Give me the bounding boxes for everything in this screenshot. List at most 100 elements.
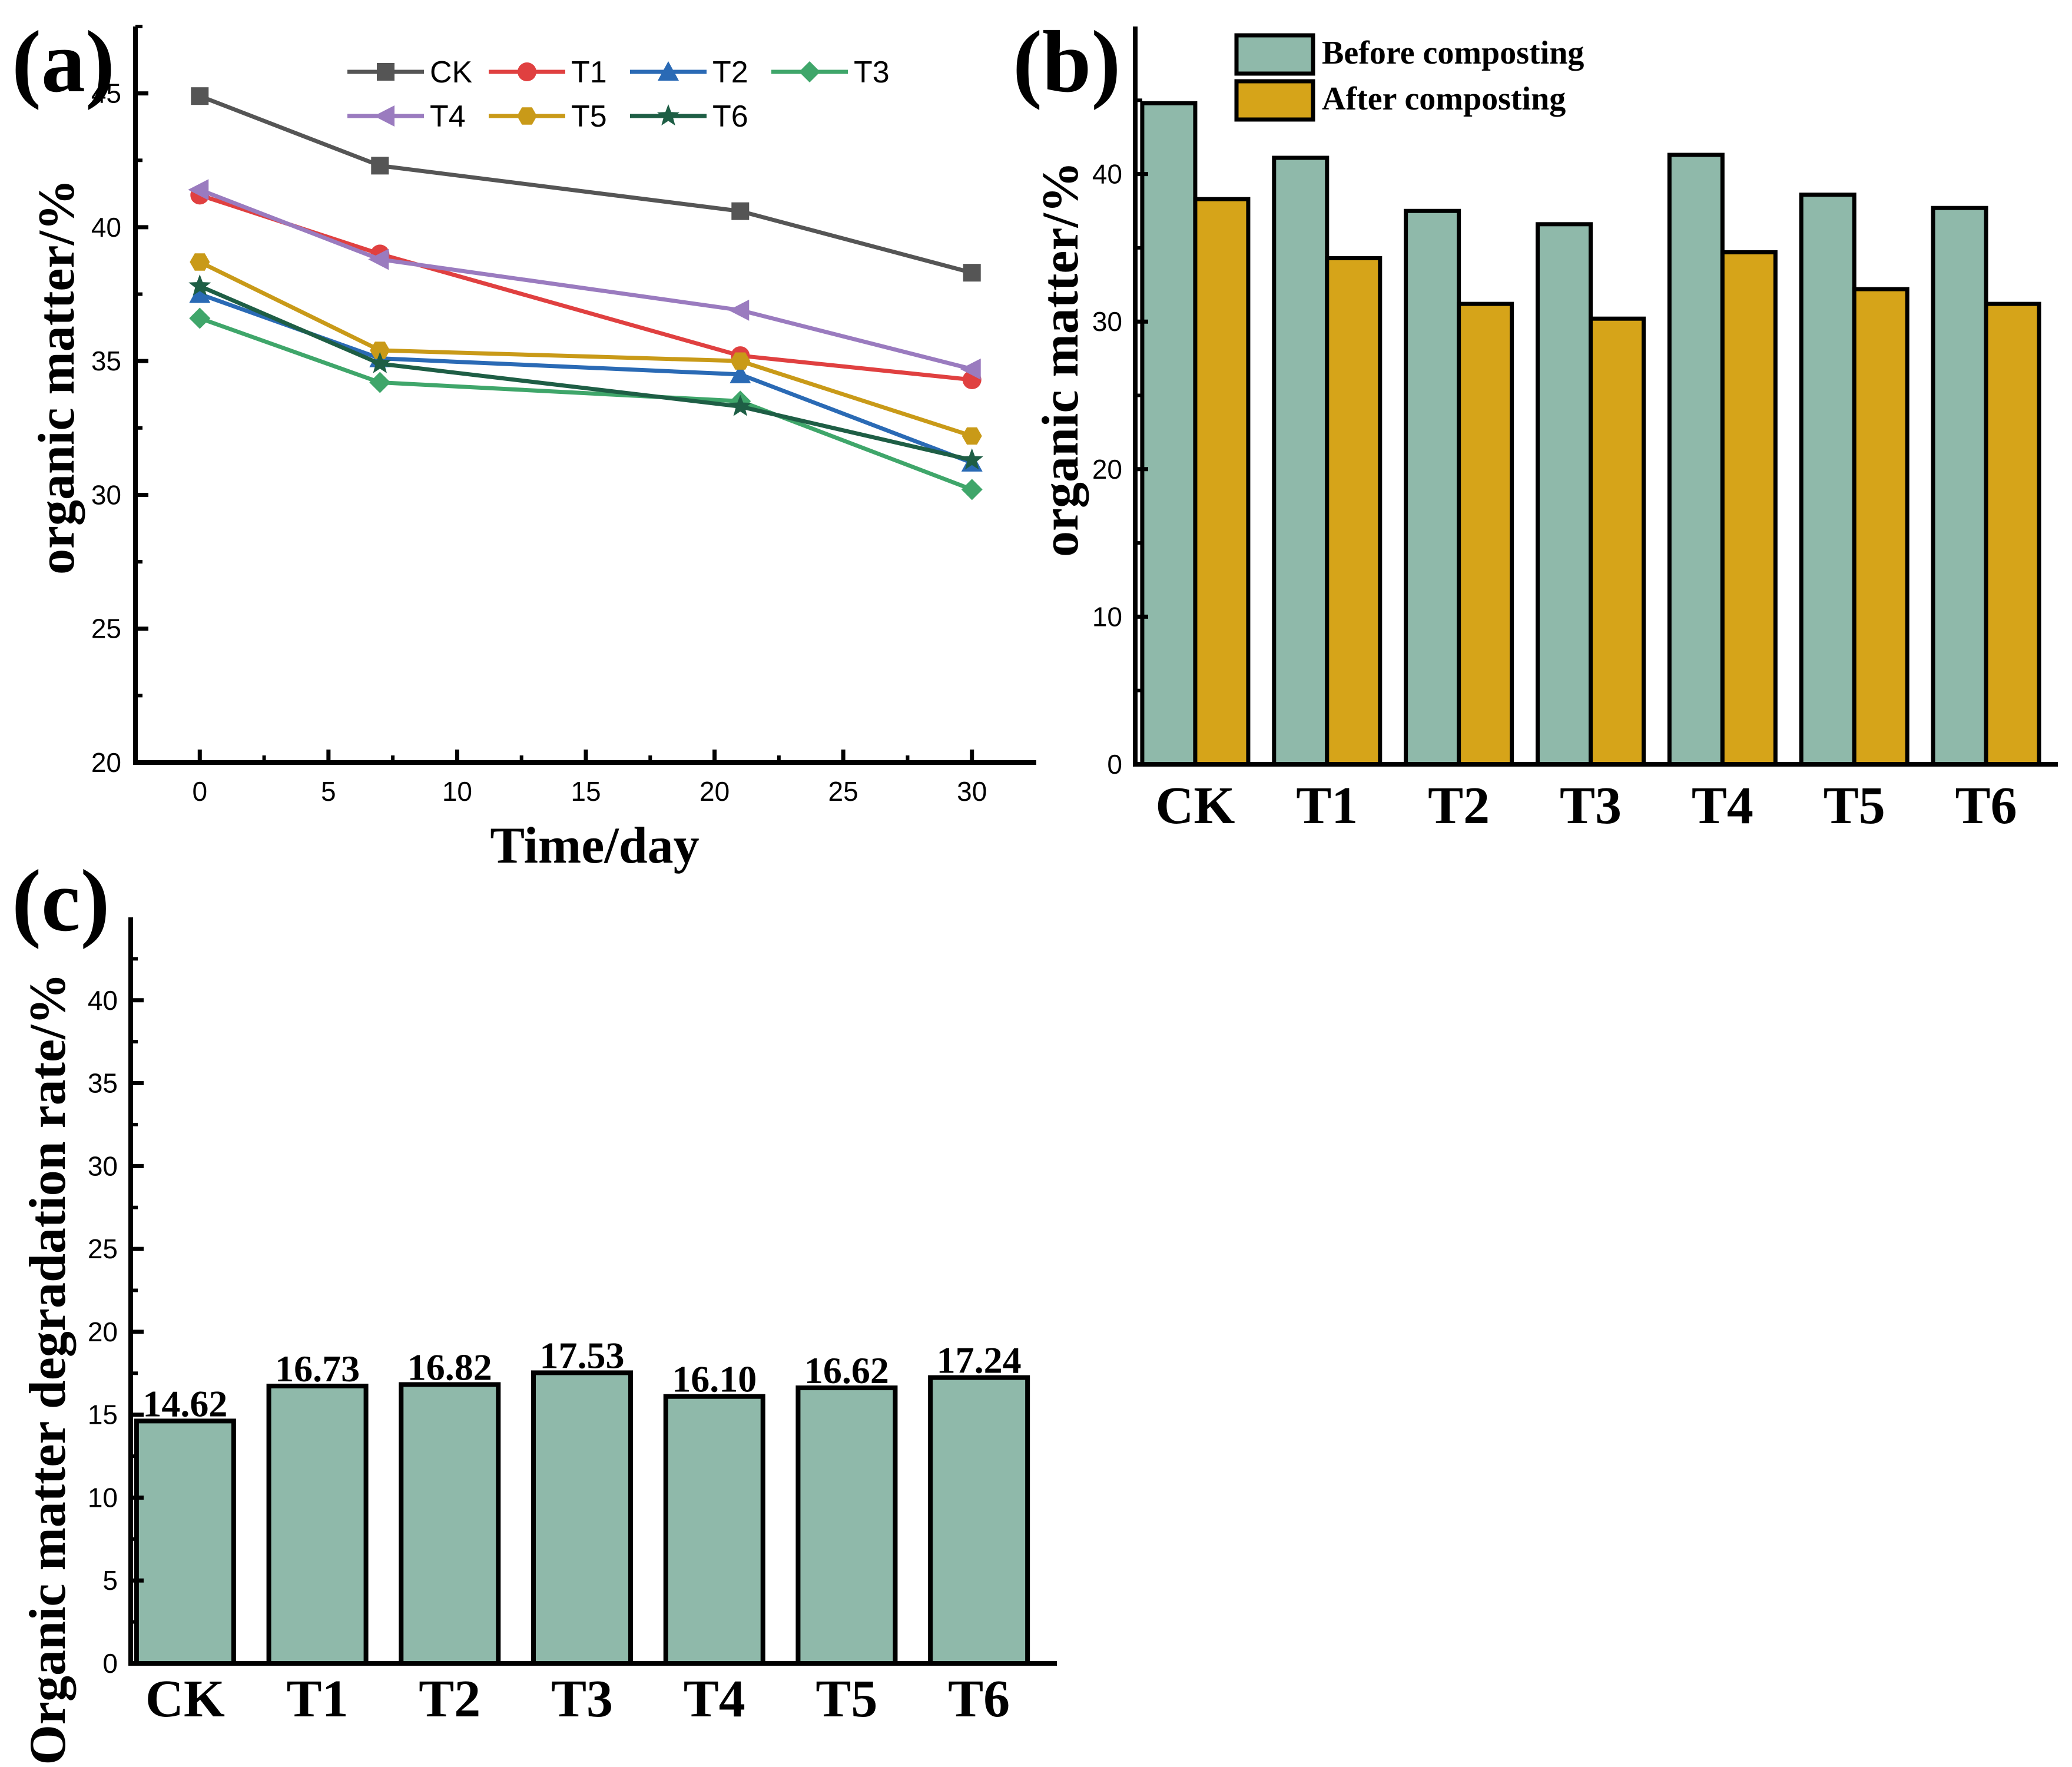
data-point-t2 <box>730 363 751 383</box>
legend-item-before: Before composting <box>1234 33 1584 76</box>
bar-before-t6 <box>1931 205 1988 767</box>
data-point-t2 <box>189 283 211 303</box>
legend-marker <box>658 61 679 81</box>
panel-c-y-tick-label: 5 <box>102 1565 118 1596</box>
legend-label: CK <box>430 55 473 89</box>
legend-item-t3: T3 <box>771 55 890 89</box>
legend-label: T3 <box>854 55 890 89</box>
panel-b-category-label: T6 <box>1955 777 2017 835</box>
legend-marker <box>374 105 394 127</box>
panel-a-x-tick-label: 20 <box>699 776 730 807</box>
panel-a-x-tick-label: 10 <box>442 776 472 807</box>
panel-c-y-axis-title: Organic matter degradation rate/% <box>19 973 77 1765</box>
legend-marker <box>517 107 537 125</box>
data-point-t6 <box>369 352 392 373</box>
panel-b-category-label: T1 <box>1296 777 1358 835</box>
panel-a-y-tick-label: 25 <box>91 614 121 644</box>
bar-after-t6 <box>1984 301 2041 767</box>
data-point-ck <box>371 157 389 175</box>
panel-a-y-tick-label: 20 <box>91 747 121 778</box>
data-point-t5 <box>190 253 210 271</box>
panel-c-y-tick-label: 30 <box>88 1151 118 1181</box>
bar-after-t2 <box>1457 301 1514 767</box>
bar-after-ck <box>1193 197 1251 767</box>
data-point-t3 <box>961 479 983 500</box>
panel-a-x-tick-label: 25 <box>828 776 858 807</box>
panel-a-y-axis-title: organic matter/% <box>28 179 85 575</box>
data-point-t6 <box>960 448 983 470</box>
legend-item-ck: CK <box>347 55 473 89</box>
panel-b-y-tick-label: 0 <box>1107 749 1122 780</box>
panel-b-bar-chart: (b) CK T1 T2 T3 T4 T5 T6 0 10 20 30 40 organic matt… <box>1013 13 2058 835</box>
panel-b-y-tick-label: 20 <box>1092 454 1122 485</box>
bar-t6 <box>928 1375 1030 1666</box>
data-label-t5: 16.62 <box>804 1350 889 1391</box>
panel-c-y-tick-label: 20 <box>88 1317 118 1347</box>
legend-label: After composting <box>1322 81 1566 117</box>
bar-t1 <box>266 1383 369 1666</box>
panel-b-label: (b) <box>1013 13 1120 111</box>
data-point-t5 <box>962 427 982 445</box>
bar-after-t5 <box>1852 287 1909 767</box>
legend-item-t6: T6 <box>630 100 748 134</box>
series-line-t5 <box>198 260 973 438</box>
bar-after-t3 <box>1589 316 1646 767</box>
panel-a-y-tick-label: 40 <box>91 212 121 243</box>
legend-label: T5 <box>571 100 607 134</box>
legend-item-t1: T1 <box>489 55 607 89</box>
data-point-t6 <box>729 394 752 416</box>
panel-c-y-tick-label: 0 <box>102 1648 118 1679</box>
legend-label: T4 <box>430 100 466 134</box>
legend-label: Before composting <box>1322 35 1584 71</box>
panel-b-legend: Before composting After composting <box>1234 33 1584 122</box>
bar-after-t4 <box>1720 250 1778 767</box>
data-label-t2: 16.82 <box>407 1346 492 1388</box>
panel-a-line-chart: (a) 20 25 30 35 40 45 0 5 10 15 20 25 30 Time/day or… <box>12 13 1036 874</box>
panel-c-category-label: T6 <box>948 1670 1010 1728</box>
legend-marker <box>518 62 536 81</box>
series-line-t3 <box>199 316 973 492</box>
data-point-t4 <box>188 179 209 201</box>
panel-a-x-tick-label: 30 <box>957 776 987 807</box>
panel-c-y-tick-label: 40 <box>88 985 118 1016</box>
data-point-t4 <box>728 299 750 321</box>
series-line-t4 <box>199 188 973 372</box>
legend-label: T1 <box>571 55 607 89</box>
panel-b-y-tick-label: 30 <box>1092 306 1122 337</box>
data-point-t3 <box>189 307 211 329</box>
panel-b-category-label: T5 <box>1824 777 1885 835</box>
legend-swatch <box>1234 79 1315 122</box>
data-label-t3: 17.53 <box>540 1334 625 1376</box>
panel-c-category-label: T2 <box>419 1670 480 1728</box>
panel-b-category-label: CK <box>1155 777 1235 835</box>
panel-c-y-tick-label: 15 <box>88 1400 118 1430</box>
bar-before-t5 <box>1799 193 1856 767</box>
legend-marker <box>799 61 820 82</box>
series-line-ck <box>199 94 973 275</box>
panel-b-category-label: T3 <box>1560 777 1622 835</box>
bar-ck <box>134 1418 236 1666</box>
data-point-t3 <box>369 372 391 393</box>
data-point-t5 <box>730 352 751 370</box>
legend-item-t5: T5 <box>489 100 607 134</box>
panel-a-x-tick-label: 15 <box>571 776 601 807</box>
legend-marker <box>657 104 680 126</box>
legend-item-after: After composting <box>1234 79 1566 122</box>
panel-b-category-label: T2 <box>1428 777 1490 835</box>
panel-b-y-axis-title: organic matter/% <box>1032 161 1089 557</box>
bar-t5 <box>795 1385 898 1666</box>
panel-a-y-tick-label: 30 <box>91 479 121 510</box>
panel-a-y-tick-label: 45 <box>91 78 121 109</box>
panel-c-y-tick-label: 25 <box>88 1234 118 1264</box>
panel-c-category-label: T3 <box>551 1670 613 1728</box>
legend-marker <box>377 63 394 81</box>
bar-after-t1 <box>1325 256 1383 767</box>
series-line-t6 <box>198 284 973 462</box>
data-point-t5 <box>370 342 390 359</box>
bar-before-t4 <box>1667 153 1725 767</box>
panel-a-legend: CK T1 T2 T3 T4 T5 T6 <box>347 55 890 134</box>
data-point-ck <box>191 87 209 105</box>
bar-t2 <box>399 1382 501 1666</box>
